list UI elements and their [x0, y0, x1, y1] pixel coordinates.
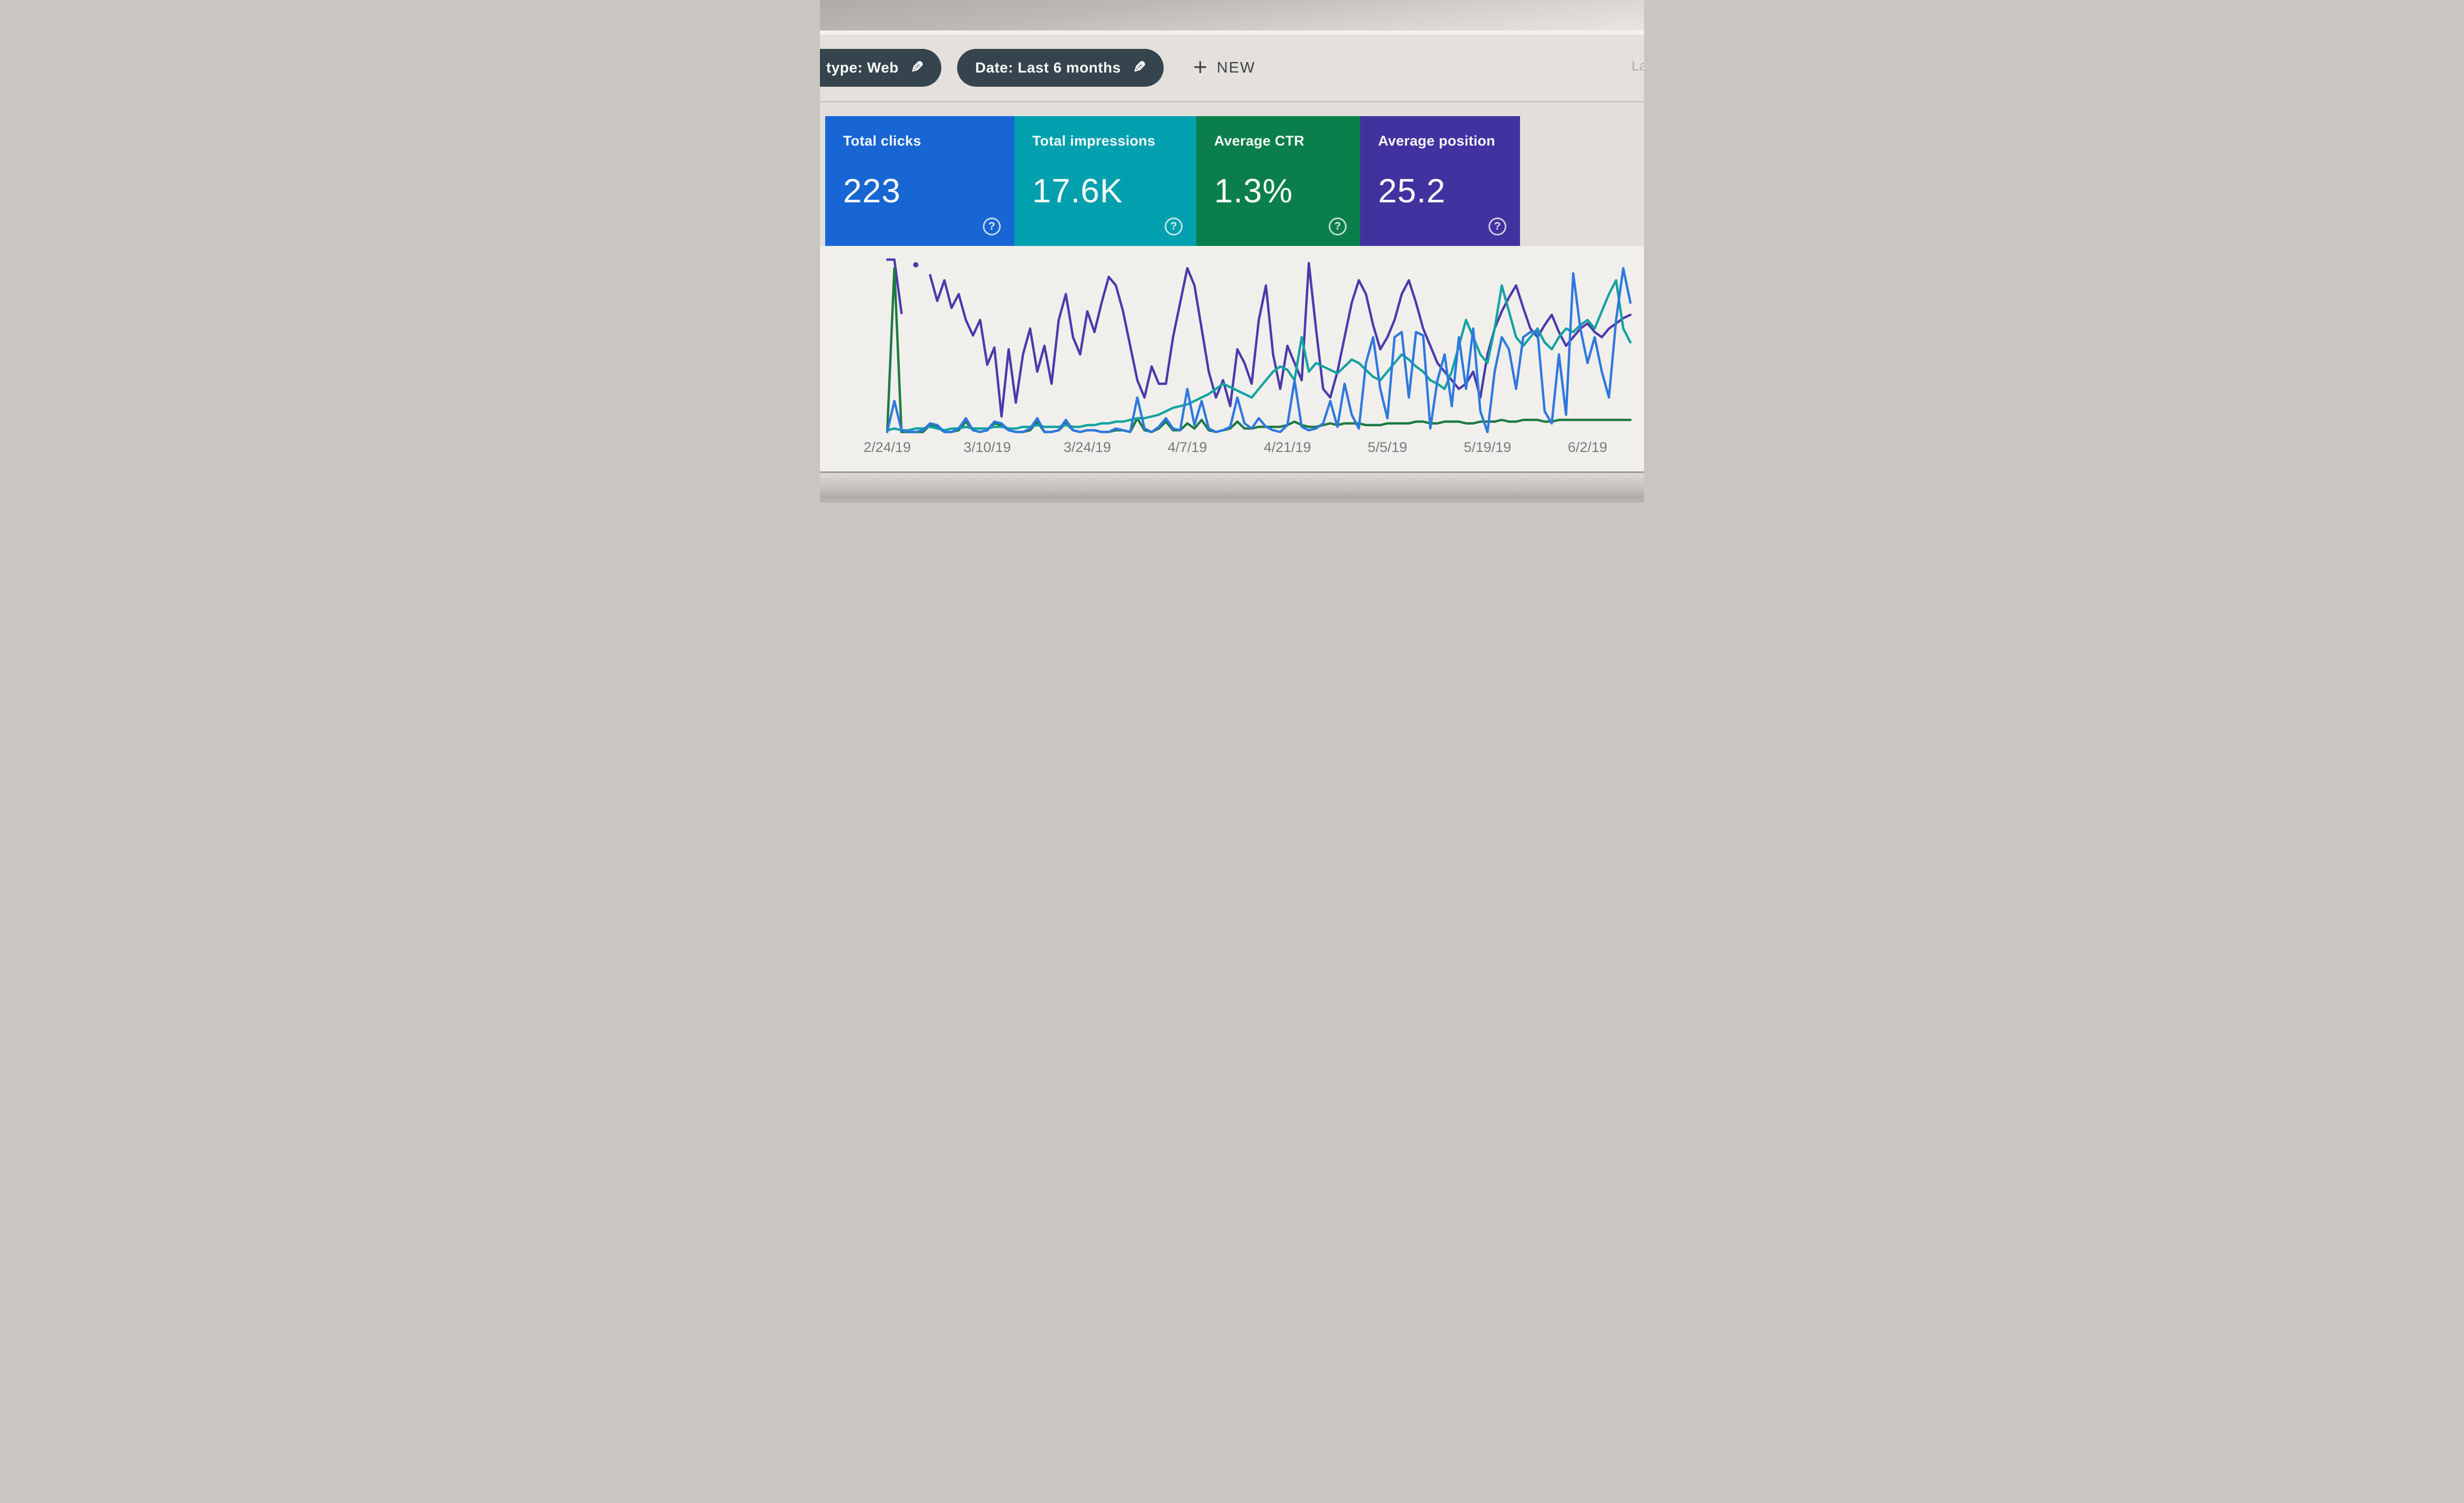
x-axis-label: 6/2/19: [1567, 439, 1607, 455]
edit-pencil-icon[interactable]: ✎: [910, 59, 924, 76]
x-axis-label: 3/10/19: [963, 439, 1011, 455]
card-value: 17.6K: [1032, 172, 1123, 210]
x-axis-label: 5/5/19: [1368, 439, 1408, 455]
help-icon[interactable]: ?: [1165, 218, 1183, 235]
edit-pencil-icon[interactable]: ✎: [1132, 59, 1146, 76]
performance-chart-panel: 2/24/19 3/10/19 3/24/19 4/7/19 4/21/19 5/5/19…: [820, 246, 1644, 473]
filter-chip-date-range[interactable]: Date: Last 6 months ✎: [957, 49, 1164, 87]
card-label: Total impressions: [1032, 133, 1156, 149]
help-icon[interactable]: ?: [983, 218, 1001, 235]
card-value: 223: [843, 172, 901, 210]
card-average-position[interactable]: Average position 25.2 ?: [1360, 116, 1520, 246]
partial-text-last-updated: La: [1631, 58, 1644, 74]
filter-chip-search-type-label: type: Web: [826, 59, 899, 76]
toolbar-divider: [820, 101, 1644, 102]
main-content: Total clicks 223 ? Total impressions 17.…: [820, 102, 1644, 246]
browser-chrome-blur: [820, 0, 1644, 30]
series-line-impressions: [886, 279, 1632, 431]
x-axis-label: 4/7/19: [1167, 439, 1207, 455]
x-axis-label: 2/24/19: [863, 439, 911, 455]
filter-chip-date-range-label: Date: Last 6 months: [975, 59, 1121, 76]
summary-cards: Total clicks 223 ? Total impressions 17.…: [825, 116, 1520, 246]
new-filter-button-label: NEW: [1217, 59, 1256, 76]
screenshot-root: type: Web ✎ Date: Last 6 months ✎ + NEW …: [820, 0, 1644, 503]
help-icon[interactable]: ?: [1329, 218, 1347, 235]
performance-chart[interactable]: [883, 253, 1635, 440]
card-average-ctr[interactable]: Average CTR 1.3% ?: [1196, 116, 1360, 246]
filter-chip-search-type[interactable]: type: Web ✎: [820, 49, 942, 87]
plus-icon: +: [1193, 53, 1208, 80]
filter-toolbar: type: Web ✎ Date: Last 6 months ✎ + NEW …: [820, 35, 1644, 101]
data-point-position: [913, 262, 919, 267]
card-label: Average position: [1378, 133, 1495, 149]
new-filter-button[interactable]: + NEW: [1193, 53, 1256, 80]
card-label: Total clicks: [843, 133, 921, 149]
x-axis-label: 3/24/19: [1063, 439, 1111, 455]
series-line-clicks: [886, 267, 1632, 434]
card-value: 1.3%: [1214, 172, 1293, 210]
series-line-position: [886, 258, 1632, 418]
card-label: Average CTR: [1214, 133, 1305, 149]
card-value: 25.2: [1378, 172, 1446, 210]
x-axis-label: 5/19/19: [1464, 439, 1512, 455]
x-axis-label: 4/21/19: [1264, 439, 1311, 455]
help-icon[interactable]: ?: [1488, 218, 1506, 235]
card-total-clicks[interactable]: Total clicks 223 ?: [825, 116, 1014, 246]
card-total-impressions[interactable]: Total impressions 17.6K ?: [1014, 116, 1196, 246]
top-highlight-strip: [820, 30, 1644, 35]
screen-bottom-blur: [820, 473, 1644, 503]
